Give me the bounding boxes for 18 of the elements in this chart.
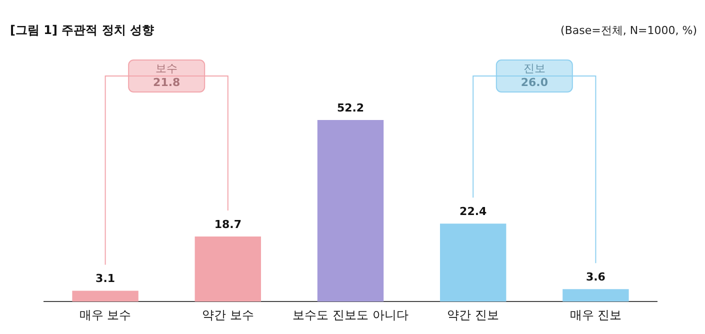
bar <box>72 290 138 302</box>
chart-title: [그림 1] 주관적 정치 성향 <box>10 22 154 39</box>
data-label: 18.7 <box>214 218 242 231</box>
x-tick-label: 약간 보수 <box>202 308 254 322</box>
x-tick-label: 보수도 진보도 아니다 <box>292 308 408 322</box>
data-label: 3.6 <box>586 270 606 284</box>
data-label: 52.2 <box>336 101 364 114</box>
bar <box>440 224 506 302</box>
text: 보수 21.8 <box>153 62 180 89</box>
bar <box>194 236 261 302</box>
x-tick-label: 매우 진보 <box>570 308 622 322</box>
x-tick-label: 약간 진보 <box>447 308 500 322</box>
chart-subtitle: (Base=전체, N=1000, %) <box>560 23 697 38</box>
data-label: 22.4 <box>460 205 488 218</box>
bar <box>562 289 629 302</box>
bar <box>317 120 384 302</box>
data-label: 3.1 <box>96 272 116 286</box>
x-tick-label: 매우 보수 <box>79 308 132 322</box>
